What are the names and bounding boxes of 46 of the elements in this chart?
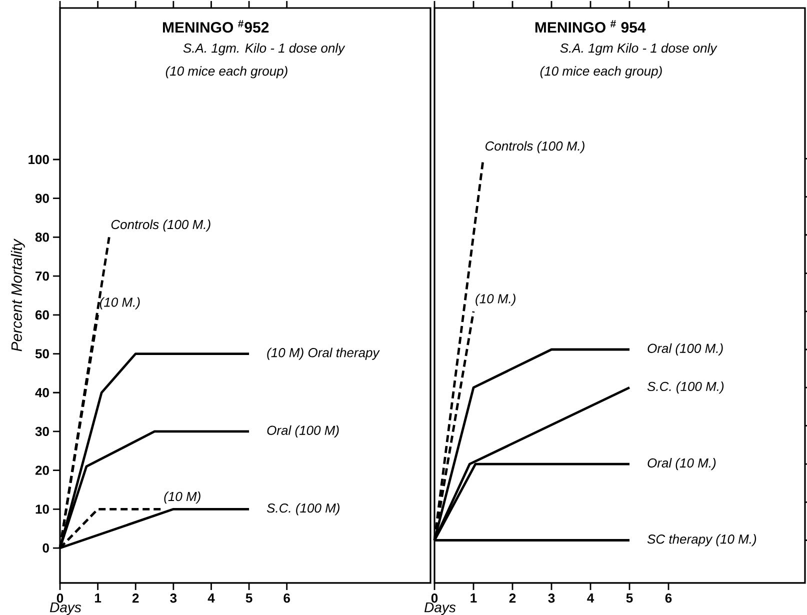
series-label: Controls (100 M.) (111, 220, 210, 232)
x-tick-label: 1 (95, 594, 102, 602)
series-label: (10 M) (164, 492, 200, 504)
x-tick-label: 4 (587, 594, 594, 602)
x-tick-label: 3 (548, 594, 555, 603)
series-label: Oral (10 M.) (648, 458, 716, 470)
x-tick-label: 2 (132, 594, 139, 603)
x-axis-title: Days (424, 602, 456, 615)
y-tick-label: 20 (35, 466, 49, 475)
text: MENINGO $^{#}$952 (163, 20, 269, 33)
series-label: (10 M.) (476, 294, 516, 306)
y-tick-label: 50 (35, 349, 49, 358)
series-label: S.C. (100 M.) (647, 382, 724, 394)
y-tick-label: 0 (42, 543, 49, 553)
x-tick-label: 3 (170, 594, 177, 603)
x-tick-label: 6 (284, 594, 290, 603)
series-label: (10 M.) (100, 297, 140, 310)
x-tick-label: 1 (470, 594, 477, 602)
x-tick-label: 6 (665, 594, 672, 603)
y-tick-label: 90 (35, 194, 49, 203)
series-label: (10 M) Oral therapy (267, 348, 380, 360)
series-label: S.C. (100 M) (266, 503, 340, 516)
text: S.A. 1gm. Kilo - 1 dose only (183, 43, 346, 56)
y-tick-label: 100 (28, 154, 49, 164)
annotation: (10 mice each group) (166, 66, 288, 78)
x-axis-title: Days (50, 602, 82, 615)
x-tick-label: 5 (246, 594, 252, 603)
y-tick-label: 30 (35, 426, 49, 436)
text: MENINGO $^{#}$ 954 (535, 20, 646, 33)
y-tick-label: 80 (35, 232, 49, 242)
x-tick-label: 0 (431, 594, 438, 603)
x-tick-label: 2 (509, 594, 516, 603)
series-label: Controls (100 M.) (486, 141, 584, 154)
annotation: (10 mice each group) (540, 66, 662, 78)
x-tick-label: 4 (208, 594, 215, 602)
series-label: Oral (100 M.) (648, 343, 723, 356)
x-tick-label: 0 (56, 594, 64, 603)
y-axis-title: Percent Mortality (10, 238, 25, 352)
y-tick-label: 60 (35, 310, 49, 320)
x-tick-label: 5 (626, 594, 633, 603)
series-label: Oral (100 M) (267, 425, 339, 438)
y-tick-label: 10 (36, 504, 49, 514)
text: S.A. 1gm Kilo - 1 dose only (560, 43, 718, 56)
y-tick-label: 40 (35, 388, 49, 398)
series-label: SC therapy (10 M.) (647, 534, 756, 546)
y-tick-label: 70 (36, 271, 49, 281)
